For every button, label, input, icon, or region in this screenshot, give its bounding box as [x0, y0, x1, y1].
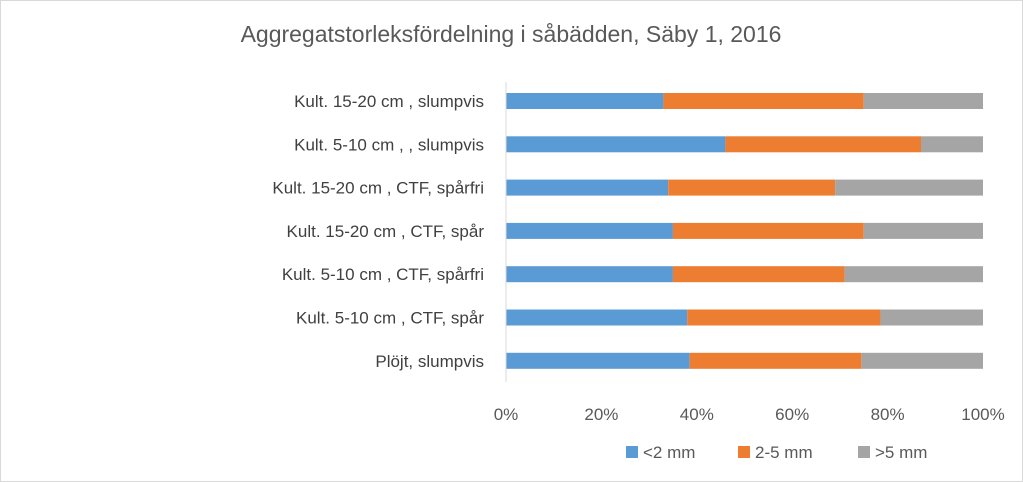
category-label: Kult. 15-20 cm , CTF, spår	[287, 222, 485, 241]
category-label: Kult. 15-20 cm , CTF, spårfri	[272, 179, 484, 198]
x-tick-label: 0%	[494, 405, 519, 424]
bar-segment-series-0	[506, 93, 664, 109]
x-tick-label: 60%	[775, 405, 809, 424]
bar-segment-series-2	[844, 266, 983, 283]
legend-label: <2 mm	[643, 443, 695, 462]
bar-segment-series-1	[672, 266, 845, 283]
bar-segment-series-0	[506, 309, 688, 326]
legend-label: >5 mm	[875, 443, 927, 462]
bar-segment-series-1	[725, 136, 921, 153]
bar-segment-series-0	[506, 266, 673, 283]
bar-segment-series-1	[668, 179, 836, 196]
bar-segment-series-1	[687, 309, 881, 326]
x-tick-label: 100%	[961, 405, 1004, 424]
bar-segment-series-1	[689, 352, 862, 369]
bar-segment-series-0	[506, 222, 673, 239]
bars-group	[506, 93, 983, 369]
bar-segment-series-1	[663, 93, 864, 109]
category-label: Kult. 5-10 cm , , slumpvis	[294, 135, 484, 154]
bar-segment-series-0	[506, 136, 726, 153]
x-tick-label: 20%	[584, 405, 618, 424]
bar-segment-series-1	[672, 222, 864, 239]
bar-segment-series-2	[835, 179, 983, 196]
bar-segment-series-2	[920, 136, 983, 153]
category-label: Plöjt, slumpvis	[375, 352, 484, 371]
chart-title: Aggregatstorleksfördelning i såbädden, S…	[241, 21, 782, 47]
legend: <2 mm 2-5 mm >5 mm	[626, 443, 927, 462]
category-label: Kult. 5-10 cm , CTF, spårfri	[282, 265, 484, 284]
legend-swatch	[626, 446, 638, 458]
bar-segment-series-2	[880, 309, 983, 326]
bar-segment-series-0	[506, 352, 690, 369]
bar-segment-series-2	[863, 93, 983, 109]
legend-swatch	[738, 446, 750, 458]
x-tick-label: 80%	[871, 405, 905, 424]
legend-label: 2-5 mm	[755, 443, 813, 462]
category-label: Kult. 15-20 cm , slumpvis	[294, 92, 484, 111]
bar-segment-series-2	[863, 222, 983, 239]
category-labels: Kult. 15-20 cm , slumpvis Kult. 5-10 cm ,…	[272, 92, 484, 371]
x-tick-label: 40%	[680, 405, 714, 424]
bar-segment-series-2	[861, 352, 983, 369]
legend-swatch	[858, 446, 870, 458]
x-tick-labels: 0% 20% 40% 60% 80% 100%	[494, 405, 1005, 424]
bar-segment-series-0	[506, 179, 669, 196]
category-label: Kult. 5-10 cm , CTF, spår	[296, 309, 484, 328]
